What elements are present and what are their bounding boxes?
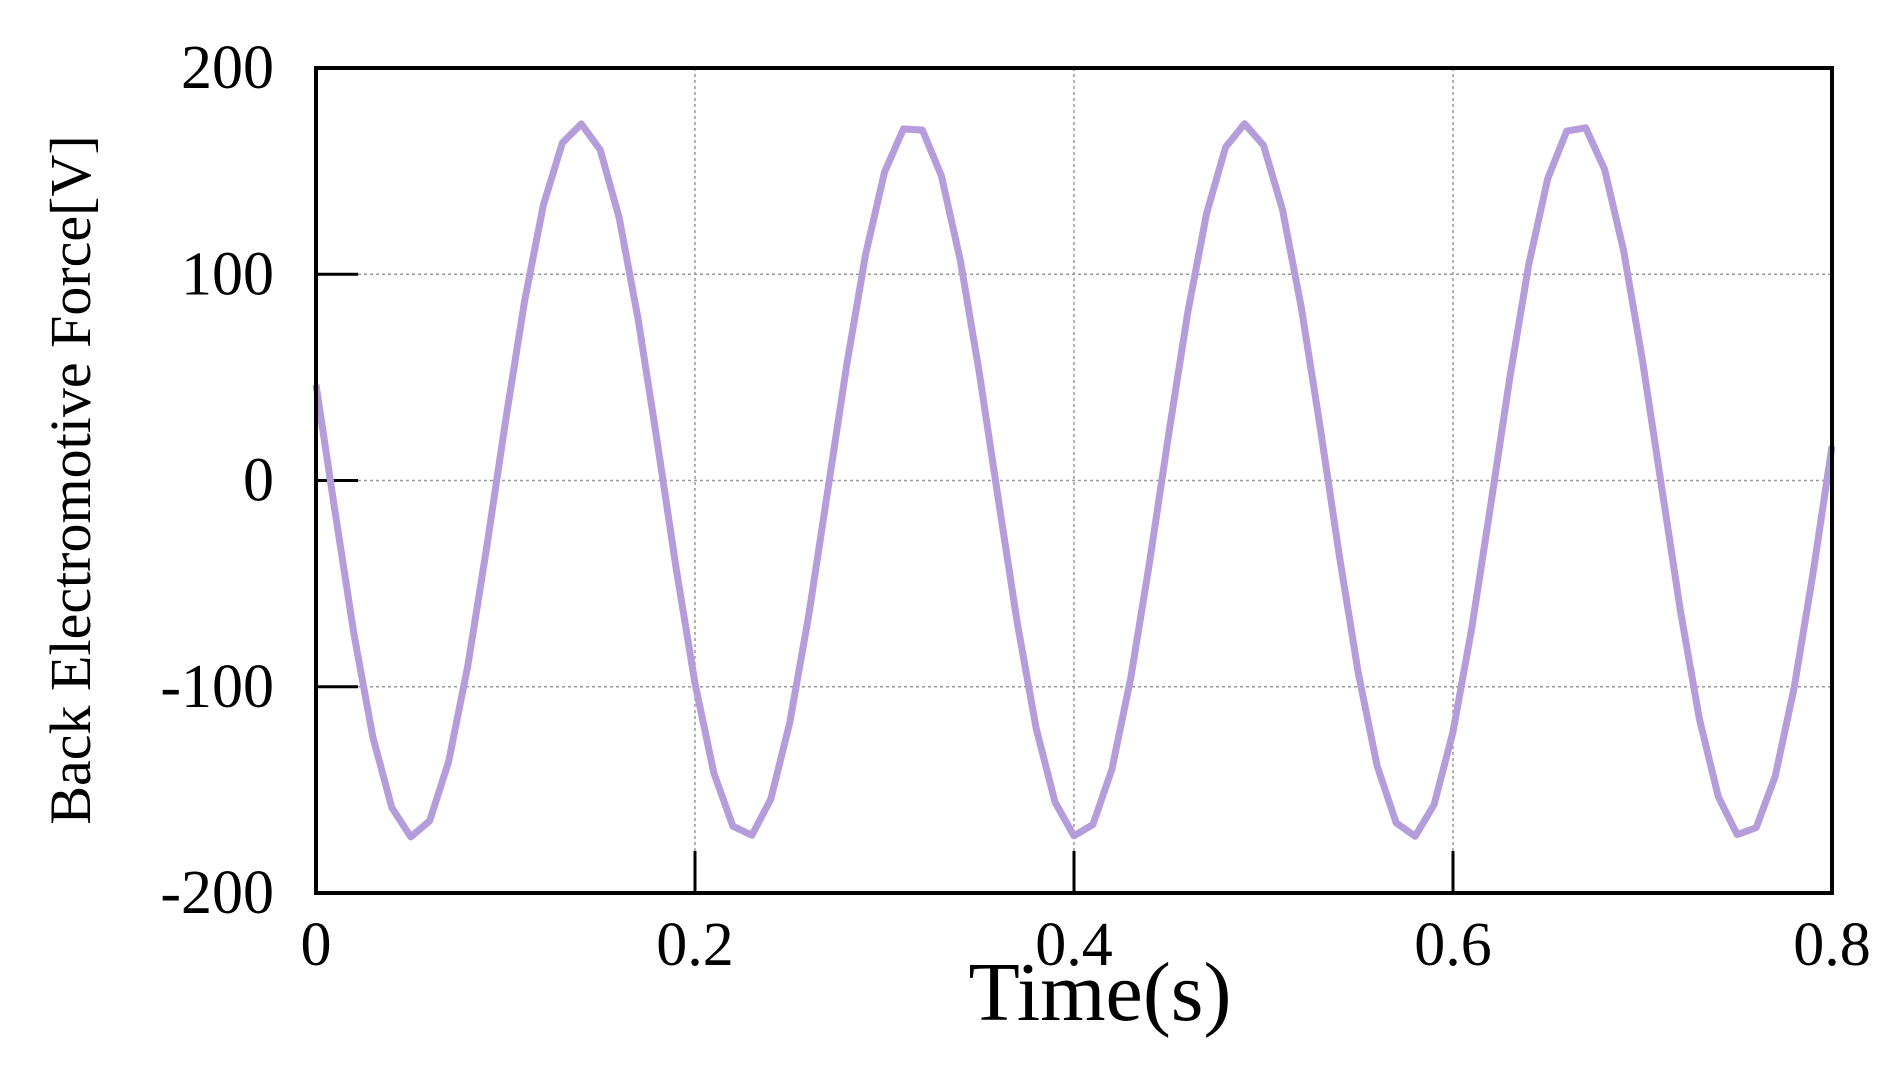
x-tick-label: 0.4 <box>1035 911 1113 979</box>
y-tick-label: 100 <box>181 240 274 308</box>
x-tick-label: 0.2 <box>656 911 734 979</box>
x-tick-label: 0 <box>301 911 332 979</box>
x-axis-label: Time(s) <box>969 946 1232 1039</box>
y-tick-label: 200 <box>181 34 274 102</box>
y-axis-label: Back Electromotive Force[V] <box>38 135 103 824</box>
y-tick-label: 0 <box>243 447 274 515</box>
y-tick-label: -100 <box>160 653 274 721</box>
x-tick-label: 0.8 <box>1793 911 1871 979</box>
x-tick-label: 0.6 <box>1414 911 1492 979</box>
y-tick-label: -200 <box>160 859 274 927</box>
data-line <box>312 120 1836 841</box>
plot-frame <box>314 66 1834 895</box>
